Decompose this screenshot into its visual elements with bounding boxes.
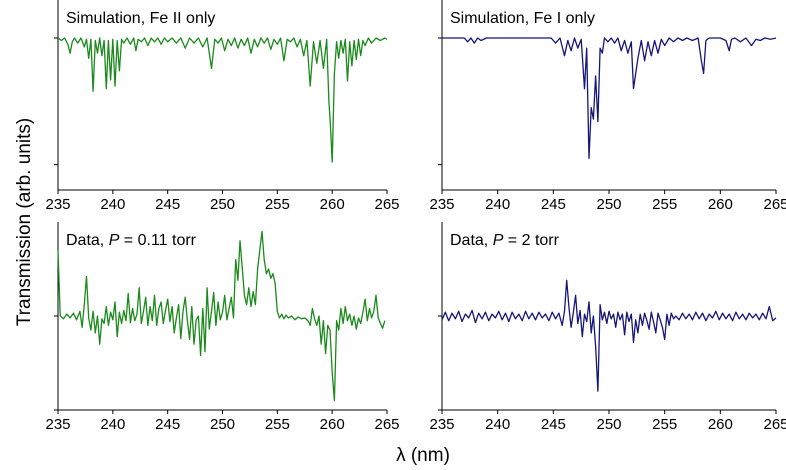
panel-title: Simulation, Fe II only bbox=[66, 10, 215, 27]
x-axis-label: λ (nm) bbox=[396, 445, 450, 466]
panels-group: 235 240 245 250 255 260 265 Simulation, Fe II o… bbox=[45, 0, 786, 433]
panel-3: 235 240 245 250 255 260 265 Data, P = 0.11 torr bbox=[45, 222, 400, 433]
x-tick-label: 250 bbox=[596, 416, 621, 433]
series-line bbox=[57, 230, 386, 402]
x-tick-label: 235 bbox=[429, 196, 454, 213]
series-line bbox=[57, 37, 388, 163]
panel-title: Simulation, Fe I only bbox=[450, 10, 595, 27]
series-line bbox=[441, 279, 777, 392]
series-line bbox=[442, 37, 777, 159]
panel-title: Data, P = 2 torr bbox=[450, 232, 560, 249]
x-tick-label: 265 bbox=[763, 196, 786, 213]
x-tick-label: 260 bbox=[320, 416, 345, 433]
x-tick-label: 255 bbox=[265, 196, 290, 213]
x-tick-label: 265 bbox=[374, 416, 399, 433]
panel-4: 235 240 245 250 255 260 265 Data, P = 2 torr bbox=[429, 222, 786, 433]
x-tick-label: 255 bbox=[652, 196, 677, 213]
x-tick-label: 240 bbox=[485, 416, 510, 433]
x-tick-label: 240 bbox=[100, 416, 125, 433]
x-tick-label: 250 bbox=[596, 196, 621, 213]
x-tick-label: 235 bbox=[429, 416, 454, 433]
x-tick-label: 250 bbox=[210, 196, 235, 213]
x-tick-label: 245 bbox=[541, 196, 566, 213]
x-tick-label: 255 bbox=[652, 416, 677, 433]
x-tick-label: 260 bbox=[708, 416, 733, 433]
x-tick-label: 235 bbox=[45, 416, 70, 433]
x-tick-label: 265 bbox=[374, 196, 399, 213]
panel-1: 235 240 245 250 255 260 265 Simulation, Fe II o… bbox=[45, 0, 400, 213]
x-tick-label: 245 bbox=[155, 196, 180, 213]
x-tick-label: 245 bbox=[541, 416, 566, 433]
x-tick-label: 260 bbox=[708, 196, 733, 213]
y-axis-label: Transmission (arb. units) bbox=[14, 118, 35, 326]
x-tick-label: 240 bbox=[485, 196, 510, 213]
x-tick-label: 250 bbox=[210, 416, 235, 433]
panel-2: 235 240 245 250 255 260 265 Simulation, Fe I on… bbox=[429, 0, 786, 213]
x-tick-label: 255 bbox=[265, 416, 290, 433]
x-tick-label: 265 bbox=[763, 416, 786, 433]
x-tick-label: 240 bbox=[100, 196, 125, 213]
x-tick-label: 260 bbox=[320, 196, 345, 213]
x-tick-label: 245 bbox=[155, 416, 180, 433]
panel-title: Data, P = 0.11 torr bbox=[66, 232, 197, 249]
x-tick-label: 235 bbox=[45, 196, 70, 213]
